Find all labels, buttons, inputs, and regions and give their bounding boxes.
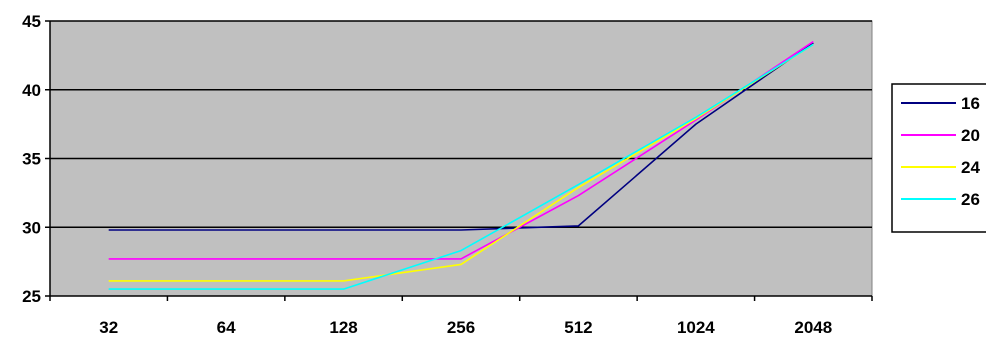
- legend: 16 20 24 26: [892, 84, 986, 232]
- y-tick-label-40: 40: [22, 81, 41, 100]
- legend-label-24: 24: [961, 158, 980, 177]
- x-tick-label-256: 256: [447, 318, 475, 337]
- y-tick-label-25: 25: [22, 287, 41, 306]
- legend-label-16: 16: [961, 94, 980, 113]
- x-tick-label-32: 32: [99, 318, 118, 337]
- x-tick-label-2048: 2048: [794, 318, 832, 337]
- y-tick-label-35: 35: [22, 150, 41, 169]
- y-tick-label-45: 45: [22, 12, 41, 31]
- x-tick-label-64: 64: [217, 318, 236, 337]
- legend-label-20: 20: [961, 126, 980, 145]
- x-tick-label-512: 512: [564, 318, 592, 337]
- x-tick-label-1024: 1024: [677, 318, 715, 337]
- x-tick-label-128: 128: [329, 318, 357, 337]
- legend-label-26: 26: [961, 190, 980, 209]
- y-tick-label-30: 30: [22, 218, 41, 237]
